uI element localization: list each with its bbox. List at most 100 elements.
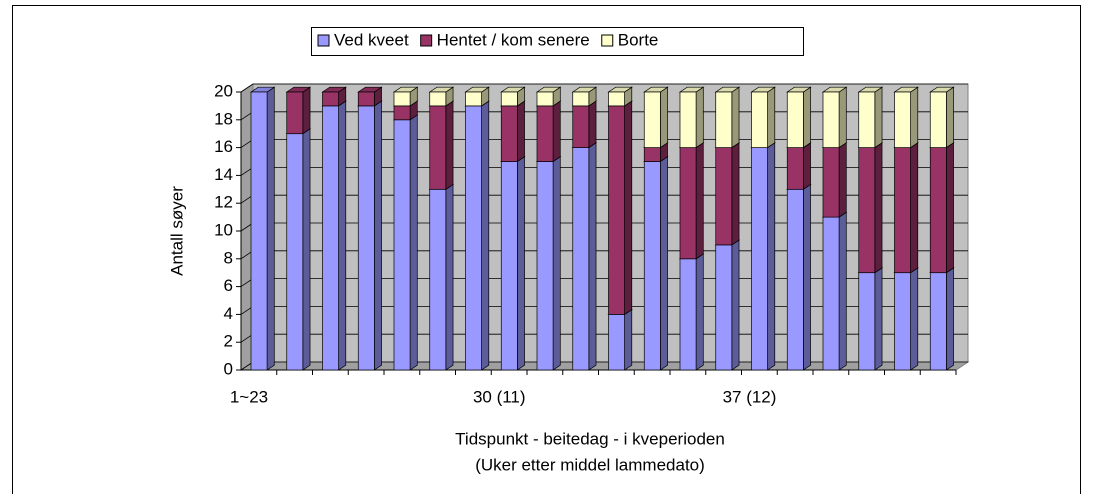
- bar-face: [929, 91, 947, 148]
- y-tick-label: 14: [214, 165, 233, 184]
- bar-face: [802, 86, 811, 149]
- bar-face: [516, 156, 525, 371]
- legend-label: Borte: [618, 30, 659, 49]
- bar-face: [874, 267, 883, 371]
- bar-face: [786, 188, 804, 371]
- bar-face: [500, 91, 518, 107]
- bar-segment: [643, 156, 669, 371]
- x-tick-label: 30 (11): [473, 387, 526, 406]
- bar-segment: [643, 86, 669, 149]
- bar-segment: [392, 86, 419, 107]
- bar-face: [945, 267, 954, 371]
- bar-segment: [285, 86, 312, 135]
- y-tick-label: 2: [224, 332, 233, 351]
- bar-face: [643, 91, 661, 148]
- bar-face: [802, 183, 811, 371]
- bar-face: [767, 142, 776, 371]
- bar-segment: [893, 142, 919, 274]
- bar-face: [858, 91, 876, 148]
- bar-face: [572, 91, 590, 107]
- bar-face: [731, 86, 740, 149]
- bar-segment: [786, 142, 812, 190]
- bar-face: [393, 91, 411, 107]
- bar-face: [894, 147, 911, 274]
- bar-segment: [500, 100, 526, 163]
- bar-face: [894, 91, 911, 148]
- bar-segment: [500, 156, 526, 371]
- legend-swatch: [317, 34, 330, 47]
- y-tick-label: 6: [224, 276, 233, 295]
- x-axis-label: Tidspunkt - beitedag - i kveperioden: [455, 429, 725, 448]
- bar-face: [731, 239, 740, 371]
- bar-segment: [857, 142, 884, 274]
- bar-face: [357, 91, 375, 107]
- bar-face: [695, 86, 704, 149]
- bar-face: [715, 91, 733, 148]
- bar-segment: [714, 239, 741, 371]
- bar-face: [393, 105, 411, 121]
- bar-face: [500, 105, 518, 162]
- bar-segment: [857, 267, 884, 371]
- bar-face: [409, 114, 418, 371]
- bar-face: [679, 258, 697, 371]
- bar-face: [945, 86, 954, 149]
- bar-face: [393, 119, 411, 371]
- bar-segment: [786, 183, 812, 371]
- bar-face: [751, 147, 768, 371]
- bar-segment: [428, 100, 455, 190]
- bar-face: [822, 216, 840, 371]
- bar-face: [266, 86, 275, 371]
- bar-face: [536, 161, 554, 371]
- bar-face: [679, 91, 697, 148]
- bar-face: [373, 100, 382, 371]
- bar-face: [588, 142, 597, 371]
- bar-segment: [285, 128, 312, 371]
- bar-segment: [571, 86, 598, 107]
- bar-segment: [607, 86, 633, 107]
- bar-face: [572, 147, 590, 371]
- bar-segment: [571, 100, 598, 149]
- x-axis-label: (Uker etter middel lammedato): [475, 455, 705, 474]
- bar-segment: [535, 100, 562, 163]
- bar-face: [357, 105, 375, 371]
- bar-segment: [464, 86, 490, 107]
- bar-face: [552, 156, 561, 371]
- bar-face: [838, 86, 847, 149]
- bar-segment: [821, 142, 848, 218]
- bar-face: [286, 91, 304, 135]
- bar-face: [465, 105, 482, 371]
- bar-segment: [392, 114, 419, 371]
- bar-segment: [929, 142, 955, 274]
- bar-face: [715, 244, 733, 371]
- bar-segment: [929, 267, 955, 371]
- bar-face: [624, 100, 633, 316]
- bar-segment: [678, 86, 705, 149]
- y-tick-label: 8: [224, 248, 233, 267]
- bar-face: [536, 91, 554, 107]
- y-tick-label: 20: [214, 81, 233, 100]
- bar-segment: [535, 156, 562, 371]
- legend-swatch: [601, 34, 614, 47]
- bar-face: [695, 253, 704, 371]
- bar-face: [536, 105, 554, 162]
- bar-face: [286, 133, 304, 371]
- bar-face: [874, 142, 883, 274]
- bar-face: [552, 100, 561, 163]
- y-tick-label: 12: [214, 193, 233, 212]
- bar-segment: [249, 86, 276, 371]
- bar-face: [516, 100, 525, 163]
- bar-segment: [357, 100, 383, 371]
- bar-segment: [464, 100, 490, 371]
- bar-segment: [821, 211, 848, 371]
- bar-face: [608, 91, 625, 107]
- bar-segment: [607, 100, 633, 316]
- bar-face: [910, 142, 919, 274]
- legend-label: Hentet / kom senere: [437, 30, 590, 49]
- bar-face: [302, 128, 311, 371]
- bar-face: [874, 86, 883, 149]
- y-tick-label: 10: [214, 220, 233, 239]
- bar-face: [643, 161, 661, 371]
- bar-face: [608, 314, 625, 371]
- bar-face: [715, 147, 733, 246]
